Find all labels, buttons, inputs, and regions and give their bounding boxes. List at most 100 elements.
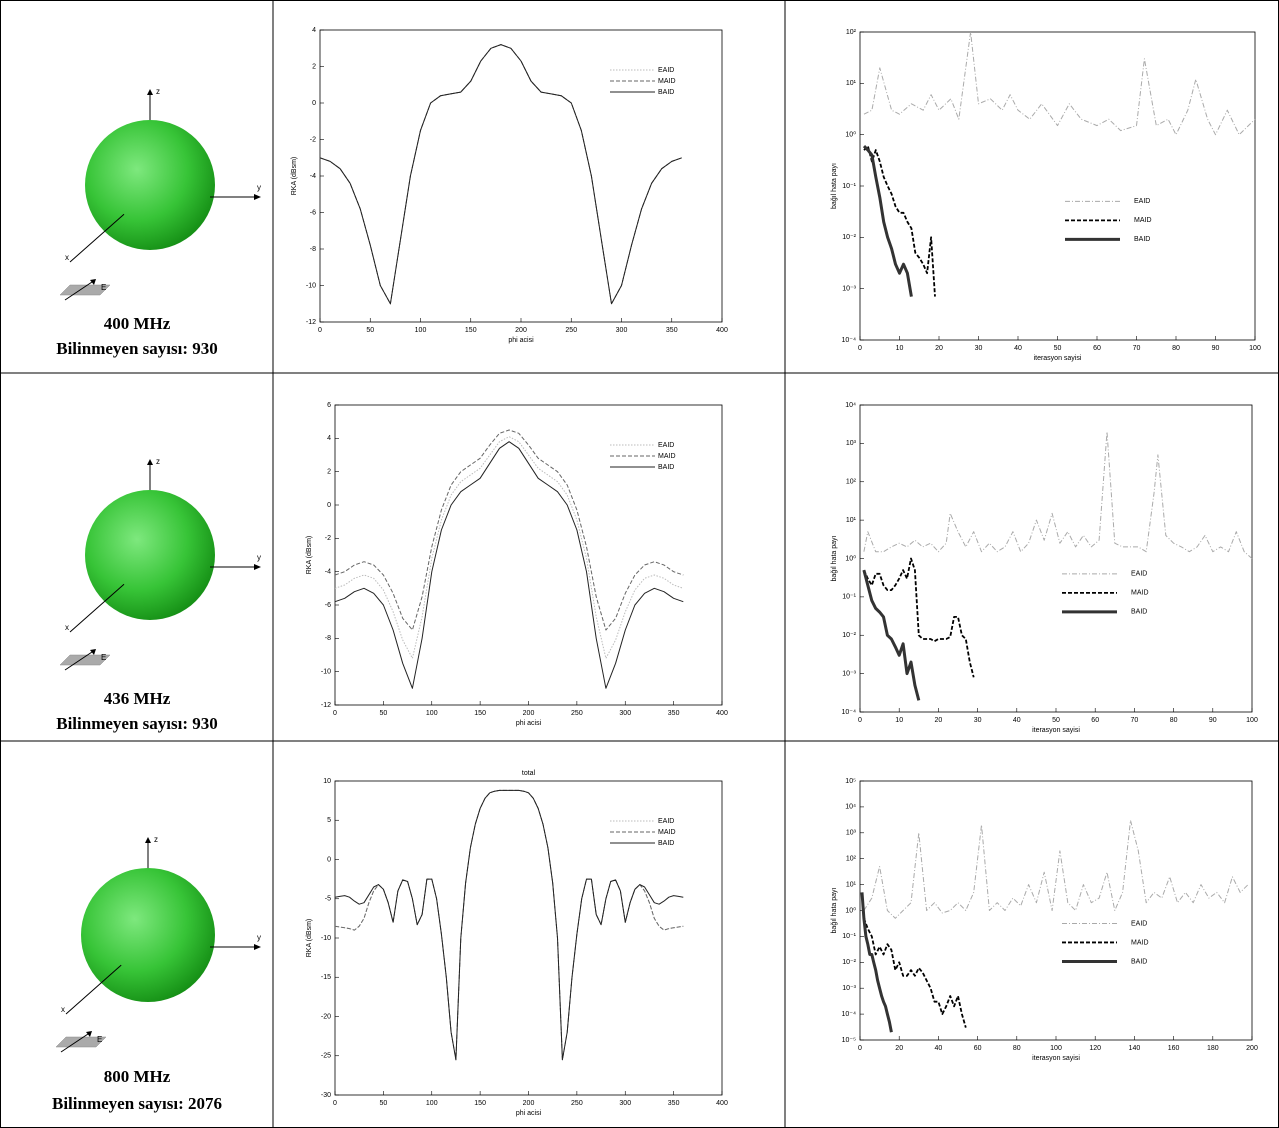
axis-letter: x bbox=[61, 1005, 65, 1014]
series-line bbox=[862, 145, 913, 297]
x-tick-label: 10 bbox=[896, 345, 904, 352]
y-tick-label: 10² bbox=[846, 856, 857, 863]
x-tick-label: 100 bbox=[415, 327, 427, 334]
legend-label: BAID bbox=[1134, 236, 1150, 243]
plate bbox=[55, 1036, 107, 1048]
x-tick-label: 200 bbox=[523, 1100, 535, 1107]
x-axis-label: phi acisi bbox=[516, 720, 542, 727]
y-tick-label: 10⁻⁴ bbox=[842, 337, 857, 344]
x-tick-label: 50 bbox=[1052, 717, 1060, 724]
arrow-head bbox=[254, 944, 261, 950]
x-tick-label: 160 bbox=[1168, 1045, 1180, 1052]
legend-label: MAID bbox=[658, 453, 676, 460]
x-axis-label: iterasyon sayisi bbox=[1032, 1055, 1080, 1062]
y-tick-label: -6 bbox=[325, 602, 331, 609]
x-tick-label: 40 bbox=[1013, 717, 1021, 724]
x-axis-label: phi acisi bbox=[508, 337, 534, 344]
legend-label: EAID bbox=[658, 818, 674, 825]
legend-label: MAID bbox=[1134, 217, 1152, 224]
x-tick-label: 40 bbox=[1014, 345, 1022, 352]
x-tick-label: 70 bbox=[1133, 345, 1141, 352]
y-tick-label: 10¹ bbox=[846, 517, 857, 524]
x-tick-label: 150 bbox=[474, 1100, 486, 1107]
axis-letter: y bbox=[257, 553, 261, 562]
plot-frame bbox=[859, 31, 1256, 341]
x-axis bbox=[69, 583, 125, 633]
x-axis-label: iterasyon sayisi bbox=[1032, 727, 1080, 734]
x-tick-label: 30 bbox=[975, 345, 983, 352]
y-tick-label: -8 bbox=[310, 246, 316, 253]
sphere bbox=[85, 120, 215, 250]
y-tick-label: 10³ bbox=[846, 830, 857, 837]
x-tick-label: 40 bbox=[935, 1045, 943, 1052]
x-tick-label: 250 bbox=[571, 1100, 583, 1107]
y-tick-label: 10⁰ bbox=[845, 554, 856, 562]
x-tick-label: 100 bbox=[426, 710, 438, 717]
x-tick-label: 80 bbox=[1013, 1045, 1021, 1052]
x-axis-label: iterasyon sayisi bbox=[1034, 355, 1082, 362]
axis-letter: E bbox=[101, 653, 106, 662]
y-tick-label: 10⁻² bbox=[842, 234, 856, 241]
y-tick-label: 4 bbox=[312, 27, 316, 34]
y-tick-label: 10 bbox=[323, 778, 331, 785]
y-tick-label: 10³ bbox=[846, 440, 857, 447]
legend-label: EAID bbox=[658, 67, 674, 74]
legend-label: BAID bbox=[658, 464, 674, 471]
y-tick-label: 10⁰ bbox=[845, 906, 856, 914]
y-tick-label: -25 bbox=[321, 1053, 331, 1060]
y-tick-label: 10⁴ bbox=[845, 804, 856, 811]
y-axis-label: RKA (dBsm) bbox=[306, 919, 313, 958]
y-tick-label: -12 bbox=[306, 319, 316, 326]
arrow-head bbox=[254, 194, 261, 200]
arrow-head bbox=[145, 837, 151, 843]
unknown-count: Bilinmeyen sayısı: 2076 bbox=[52, 1094, 222, 1113]
x-tick-label: 0 bbox=[858, 1045, 862, 1052]
x-tick-label: 300 bbox=[619, 1100, 631, 1107]
y-tick-label: -6 bbox=[310, 209, 316, 216]
x-tick-label: 120 bbox=[1089, 1045, 1101, 1052]
x-tick-label: 250 bbox=[565, 327, 577, 334]
y-tick-label: 2 bbox=[327, 469, 331, 476]
x-tick-label: 250 bbox=[571, 710, 583, 717]
x-axis-label: phi acisi bbox=[516, 1110, 542, 1117]
x-tick-label: 200 bbox=[523, 710, 535, 717]
legend-label: MAID bbox=[1131, 939, 1149, 946]
legend-label: BAID bbox=[658, 840, 674, 847]
plate bbox=[59, 284, 111, 296]
y-tick-label: -15 bbox=[321, 974, 331, 981]
x-tick-label: 400 bbox=[716, 710, 728, 717]
sphere bbox=[81, 868, 215, 1002]
y-axis-label: RKA (dBsm) bbox=[306, 536, 313, 575]
series-line bbox=[334, 789, 684, 1061]
y-tick-label: 10¹ bbox=[846, 881, 857, 888]
x-tick-label: 140 bbox=[1129, 1045, 1141, 1052]
legend-label: BAID bbox=[1131, 958, 1147, 965]
y-tick-label: -30 bbox=[321, 1092, 331, 1099]
series-line bbox=[860, 892, 893, 1033]
series-line bbox=[863, 557, 975, 678]
x-tick-label: 80 bbox=[1172, 345, 1180, 352]
series-line bbox=[334, 441, 684, 689]
y-tick-label: 10⁻³ bbox=[842, 670, 856, 677]
x-tick-label: 150 bbox=[465, 327, 477, 334]
unknown-count: Bilinmeyen sayısı: 930 bbox=[56, 339, 218, 358]
y-tick-label: 10⁻⁵ bbox=[842, 1037, 856, 1044]
arrow-head bbox=[147, 459, 153, 465]
y-tick-label: 10⁻⁴ bbox=[842, 1011, 857, 1018]
x-tick-label: 350 bbox=[668, 710, 680, 717]
frequency: 400 MHz bbox=[104, 314, 171, 333]
unknown-count: Bilinmeyen sayısı: 930 bbox=[56, 714, 218, 733]
axis-letter: z bbox=[156, 457, 160, 466]
y-tick-label: 4 bbox=[327, 435, 331, 442]
y-tick-label: 10⁻³ bbox=[842, 985, 856, 992]
x-tick-label: 80 bbox=[1170, 717, 1178, 724]
e-field bbox=[64, 649, 96, 671]
arrow-head bbox=[254, 564, 261, 570]
chart-title: total bbox=[522, 770, 536, 777]
x-tick-label: 100 bbox=[1050, 1045, 1062, 1052]
y-tick-label: 10⁵ bbox=[845, 778, 856, 785]
e-field bbox=[64, 279, 96, 301]
y-tick-label: -8 bbox=[325, 635, 331, 642]
y-tick-label: -2 bbox=[325, 535, 331, 542]
